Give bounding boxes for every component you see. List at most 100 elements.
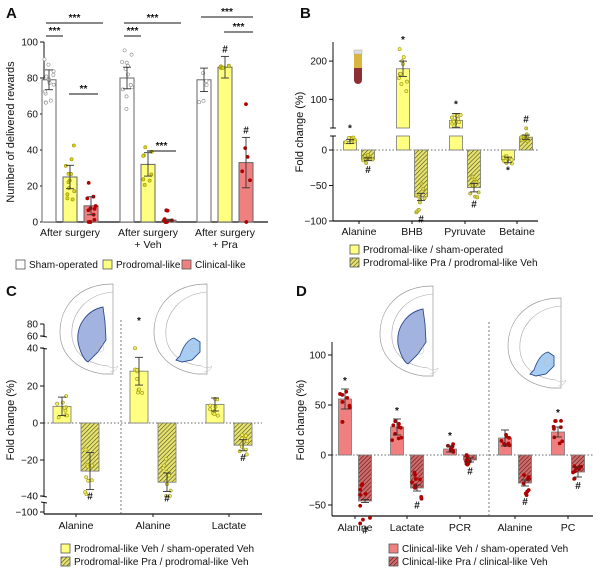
data-point [509,157,514,162]
x-category-label: After surgery [118,227,179,239]
data-point [55,401,59,406]
data-point [92,217,97,222]
data-point [526,475,531,479]
legend-series-2-label: Prodromal-like Pra / prodromal-like Veh [363,258,538,269]
data-point [390,438,395,443]
striatum-region [397,308,427,365]
data-point [345,396,350,400]
panel-b-chart: −100 −50 0 100 200 Fold change (%) * # Alanine * #… [294,35,538,269]
hash-mark: # [222,44,228,55]
data-point [86,180,91,185]
data-point [120,87,125,92]
striatum-region [77,306,107,363]
axis-break-mark [40,501,48,504]
hash-mark: # [467,467,473,478]
data-point [208,403,213,408]
data-point [245,154,250,159]
panel-label-d: D [296,283,307,300]
x-category-label: Alanine [341,226,376,238]
data-point [421,187,426,191]
significance-label: *** [147,13,159,24]
data-point [451,119,456,124]
data-point [164,494,169,498]
data-point [391,423,396,428]
y-tick-label: 50 [315,401,327,412]
data-point [133,346,137,351]
x-category-label: Alanine [497,522,532,534]
data-point [197,100,201,105]
brain-detail [543,357,553,367]
significance-star: * [454,99,458,110]
data-point [414,193,419,198]
hash-mark: # [240,453,246,464]
y-tick-label: 0 [32,218,38,229]
brain-inner-line [391,293,434,369]
y-tick-label: 100 [21,38,38,49]
significance-star: * [448,431,452,442]
data-point [71,143,76,148]
data-point [399,82,404,86]
hash-mark: # [418,214,424,225]
x-category-label: Lactate [390,522,425,534]
y-tick-label: 100 [310,95,327,106]
legend-sham-label: Sham-operated [29,260,98,271]
data-point [393,419,398,424]
data-point [226,63,231,68]
data-point [201,99,206,103]
legend-series-1-label: Clinical-like Veh / sham-operated Veh [402,544,568,555]
legend-prodromal-swatch [102,259,113,270]
significance-label: *** [69,13,81,24]
data-point [46,62,51,67]
data-point [519,135,523,140]
tube-plasma [354,53,362,68]
data-point [43,100,48,105]
y-axis-title: Fold change (%) [294,92,306,173]
data-point [51,69,56,74]
data-point [135,376,140,381]
panel-label-c: C [6,283,17,300]
data-point [167,494,172,498]
data-point [364,161,369,165]
data-point [552,426,556,431]
data-point [120,60,124,64]
brain-detail [201,365,213,373]
significance-star: * [137,316,141,327]
x-category-label: + Veh [134,239,161,251]
accumbens-region [175,337,201,363]
data-point [142,183,147,187]
brain-detail [415,345,425,355]
legend-clinical-swatch [181,259,192,270]
data-point [84,475,89,480]
data-point [416,207,421,212]
data-point [363,154,367,158]
y-tick-label: 60 [27,110,39,121]
data-point [525,489,530,494]
data-point [352,139,357,144]
y-tick-label: 0 [321,146,327,157]
legend-series-2-swatch [60,556,71,567]
hash-mark: # [362,525,368,536]
data-point [422,196,427,201]
data-point [358,487,363,492]
x-category-label: After surgery [40,227,101,239]
y-tick-label: 0 [320,451,326,462]
x-category-label: PCR [449,522,472,534]
significance-star: * [506,165,510,176]
data-point [347,403,352,408]
data-point [122,48,127,53]
significance-label: *** [221,7,233,18]
data-point [141,177,146,182]
data-point [140,390,145,395]
brain-detail [107,365,119,373]
brain-outline [379,285,434,377]
data-point [397,421,401,426]
x-category-label: PC [561,522,576,534]
legend-series-1-label: Prodromal-like / sham-operated [363,245,503,256]
data-point [396,76,401,81]
legend-series-1-swatch [60,543,71,554]
data-point [204,79,209,83]
data-point [72,189,77,194]
y-tick-label: 40 [27,344,39,355]
